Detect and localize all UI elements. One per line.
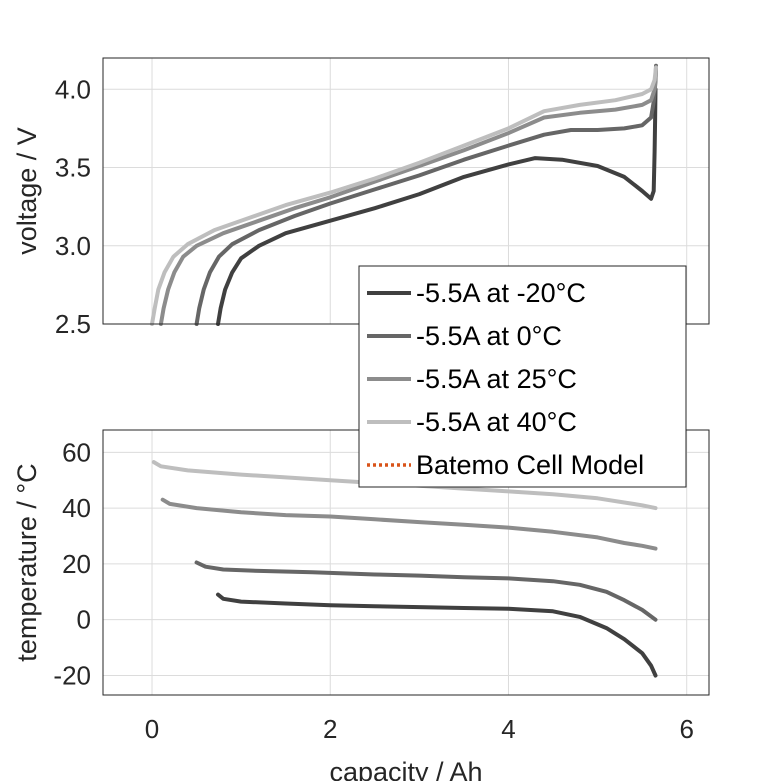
voltage-ylabel: voltage / V [12, 127, 42, 255]
temperature-ytick-label: 60 [62, 437, 91, 467]
voltage-plot: 2.5 3.0 3.5 4.0 voltage / V [12, 57, 710, 339]
temperature-xtick-label: 6 [679, 714, 693, 744]
temperature-series-line-0 [216, 592, 658, 678]
legend-label: Batemo Cell Model [416, 450, 644, 480]
legend-label: -5.5A at 25°C [416, 364, 577, 394]
voltage-ytick-label: 3.0 [55, 231, 91, 261]
temperature-ytick-label: 20 [62, 549, 91, 579]
legend: -5.5A at -20°C -5.5A at 0°C -5.5A at 25°C -… [358, 265, 687, 488]
temperature-series-line-1 [194, 560, 658, 622]
temperature-ytick-label: 0 [77, 605, 91, 635]
temperature-xtick-label: 2 [323, 714, 337, 744]
legend-label: -5.5A at -20°C [416, 278, 586, 308]
legend-label: -5.5A at 40°C [416, 407, 577, 437]
voltage-series-line-2 [158, 68, 658, 326]
legend-label: -5.5A at 0°C [416, 321, 562, 351]
voltage-ytick-label: 3.5 [55, 153, 91, 183]
voltage-series-line-3 [150, 65, 658, 326]
legend-box [358, 265, 687, 488]
temperature-xtick-label: 4 [501, 714, 515, 744]
temperature-ylabel: temperature / °C [12, 463, 42, 661]
voltage-series-line-1 [194, 63, 658, 326]
voltage-series-line-0 [216, 87, 658, 326]
temperature-xlabel: capacity / Ah [329, 757, 482, 781]
temperature-ytick-label: -20 [53, 660, 91, 690]
temperature-series-line-2 [160, 497, 658, 551]
voltage-ytick-label: 2.5 [55, 309, 91, 339]
temperature-ytick-label: 40 [62, 493, 91, 523]
voltage-ytick-label: 4.0 [55, 74, 91, 104]
temperature-xtick-label: 0 [145, 714, 159, 744]
